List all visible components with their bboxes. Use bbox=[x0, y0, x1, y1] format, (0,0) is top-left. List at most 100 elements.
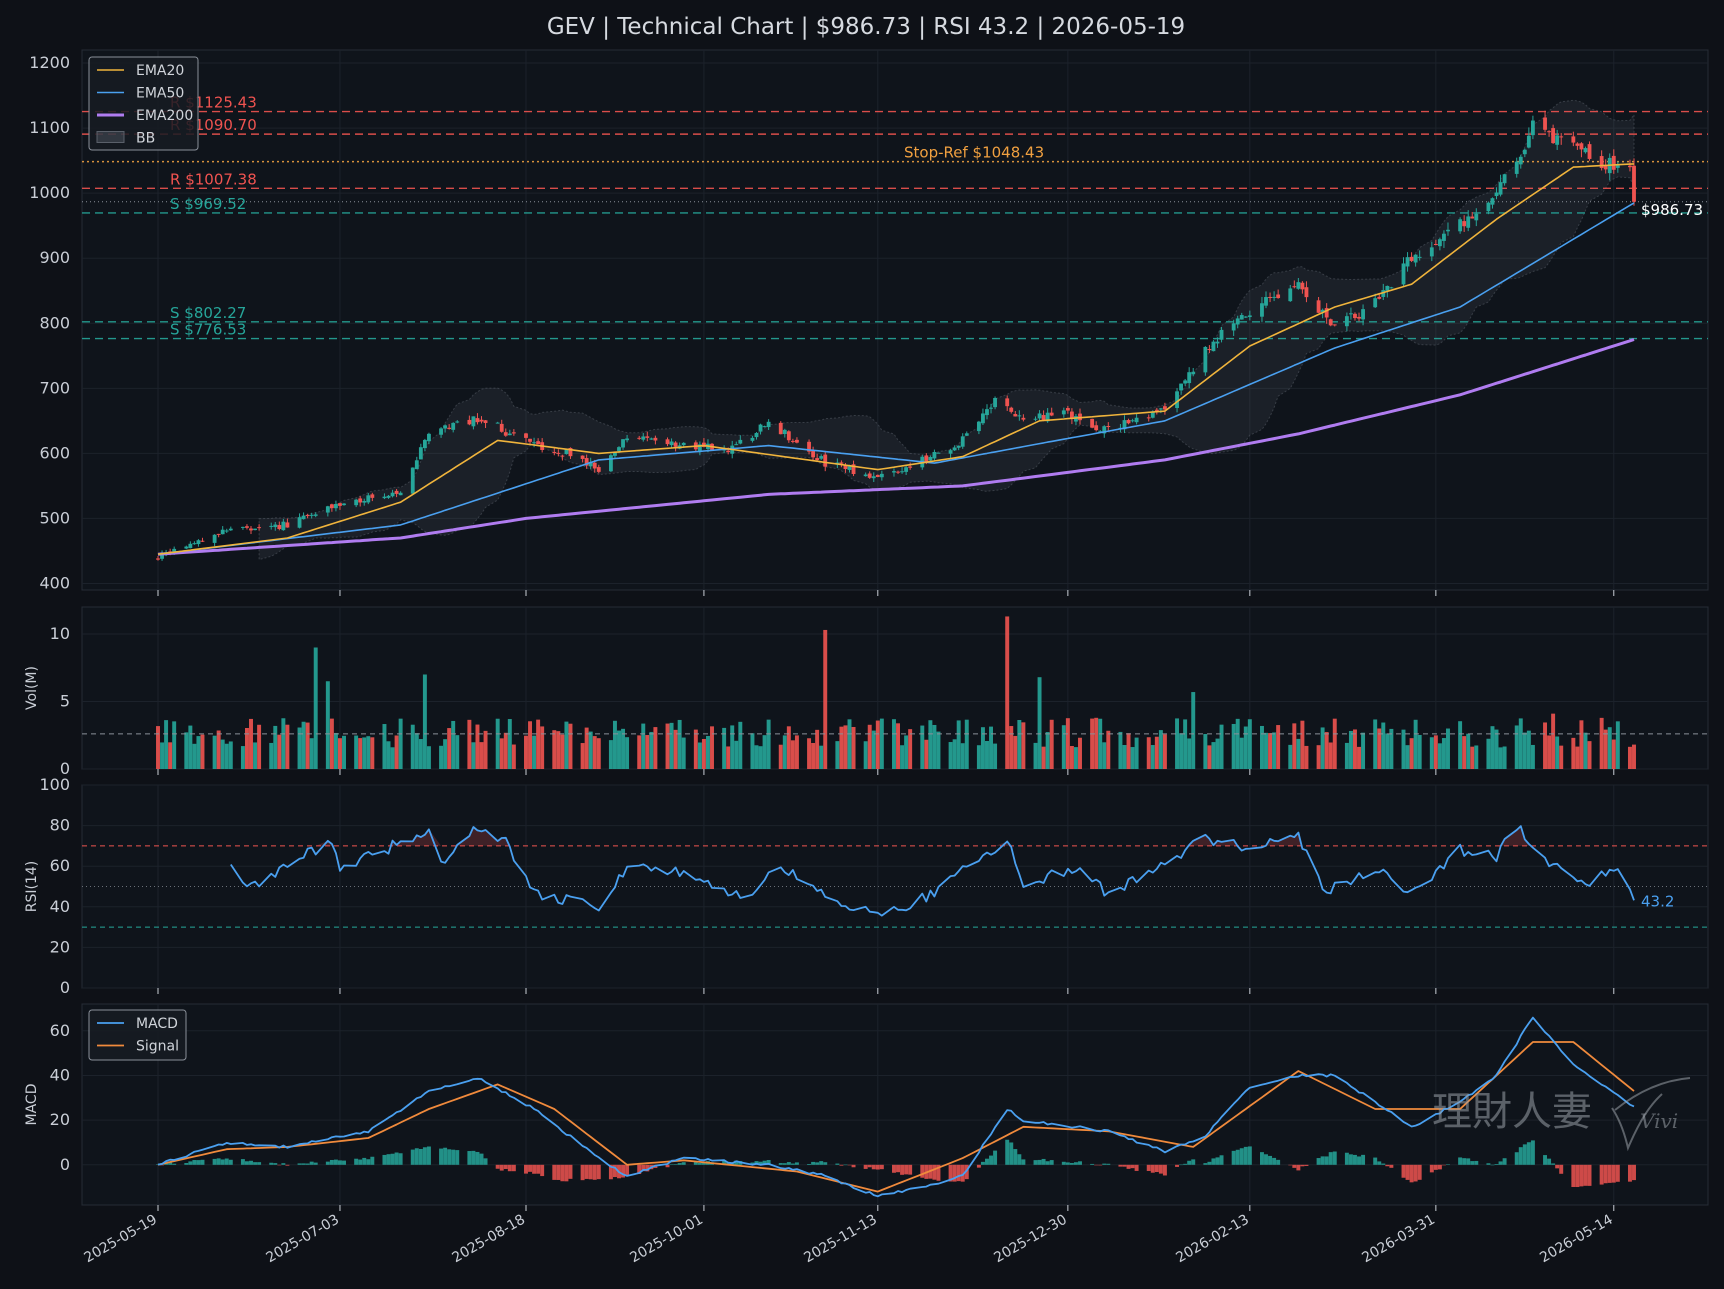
macd-histogram-bar bbox=[645, 1164, 650, 1172]
volume-bar bbox=[1013, 735, 1018, 769]
volume-bar bbox=[778, 744, 783, 769]
macd-histogram-bar bbox=[1069, 1162, 1074, 1165]
macd-histogram-bar bbox=[297, 1163, 302, 1165]
volume-bar bbox=[989, 726, 994, 769]
macd-line bbox=[157, 1016, 1635, 1198]
macd-histogram-bar bbox=[1207, 1161, 1212, 1165]
candle-body bbox=[936, 452, 941, 454]
macd-histogram-bar bbox=[867, 1164, 872, 1168]
watermark-script: Vivi bbox=[1640, 1109, 1678, 1133]
candle-body bbox=[309, 514, 314, 516]
volume-bar bbox=[1069, 746, 1074, 769]
price-y-tick-label: 600 bbox=[39, 443, 70, 462]
volume-bar bbox=[366, 736, 371, 769]
macd-histogram-bar bbox=[1126, 1164, 1131, 1169]
candle-body bbox=[762, 426, 767, 428]
volume-bar bbox=[839, 726, 844, 769]
price-y-tick-label: 500 bbox=[39, 508, 70, 527]
volume-bar bbox=[269, 742, 274, 769]
volume-bar bbox=[1098, 718, 1103, 769]
candle-body bbox=[483, 420, 488, 424]
candle-body bbox=[1357, 316, 1361, 319]
macd-histogram-bar bbox=[1559, 1164, 1564, 1174]
volume-bar bbox=[1611, 739, 1616, 769]
volume-bar bbox=[410, 724, 415, 769]
macd-histogram-bar bbox=[1009, 1142, 1014, 1165]
macd-histogram-bar bbox=[1437, 1164, 1442, 1170]
candle-body bbox=[1575, 143, 1580, 146]
candle-body bbox=[192, 543, 197, 545]
legend-label-bb: BB bbox=[136, 131, 155, 147]
candle-body bbox=[334, 503, 338, 509]
macd-histogram-bar bbox=[1433, 1164, 1438, 1170]
volume-bar bbox=[1146, 737, 1151, 769]
candle-body bbox=[1599, 156, 1604, 168]
candle-body bbox=[1474, 213, 1479, 221]
candle-body bbox=[1413, 254, 1418, 263]
volume-bar bbox=[871, 730, 876, 769]
volume-bar bbox=[390, 747, 395, 769]
volume-bar bbox=[455, 735, 460, 769]
candle-body bbox=[608, 455, 613, 472]
volume-bar bbox=[1381, 722, 1386, 769]
volume-bar bbox=[1417, 734, 1422, 769]
macd-histogram-bar bbox=[257, 1162, 262, 1165]
macd-histogram-bar bbox=[540, 1164, 545, 1177]
candle-body bbox=[596, 467, 601, 472]
candle-body bbox=[1486, 202, 1491, 212]
candle-body bbox=[960, 436, 965, 447]
candle-body bbox=[1401, 263, 1406, 285]
volume-bar bbox=[1316, 745, 1321, 769]
candle-body bbox=[564, 448, 569, 455]
level-label-support: S $776.53 bbox=[170, 321, 246, 339]
volume-bar bbox=[782, 735, 787, 769]
macd-histogram-bar bbox=[1183, 1163, 1188, 1165]
macd-histogram-bar bbox=[976, 1164, 981, 1168]
macd-histogram-bar bbox=[212, 1158, 217, 1165]
volume-bar bbox=[1389, 728, 1394, 769]
volume-bar bbox=[677, 719, 682, 769]
volume-bar bbox=[325, 681, 330, 769]
candle-body bbox=[1130, 420, 1135, 422]
volume-bar bbox=[249, 718, 253, 769]
volume-bar bbox=[1009, 726, 1014, 769]
volume-bar bbox=[960, 743, 965, 769]
candle-body bbox=[1090, 418, 1095, 428]
candle-body bbox=[1349, 313, 1353, 315]
volume-bar bbox=[1353, 729, 1357, 769]
volume-bar bbox=[1276, 725, 1281, 769]
volume-bar bbox=[568, 723, 573, 769]
candle-body bbox=[200, 540, 205, 542]
volume-bar bbox=[835, 741, 840, 769]
candle-body bbox=[297, 517, 302, 528]
macd-histogram-bar bbox=[956, 1164, 961, 1182]
macd-histogram-bar bbox=[1575, 1164, 1580, 1188]
macd-histogram-bar bbox=[305, 1163, 310, 1165]
volume-bar bbox=[1458, 721, 1463, 769]
macd-histogram-bar bbox=[1405, 1164, 1410, 1180]
candle-body bbox=[1231, 323, 1236, 331]
volume-bar bbox=[305, 722, 310, 769]
macd-histogram-bar bbox=[1203, 1163, 1208, 1165]
candle-body bbox=[981, 413, 985, 424]
candle-body bbox=[451, 422, 456, 430]
volume-bar bbox=[867, 724, 872, 769]
volume-bar bbox=[1603, 729, 1608, 769]
volume-bar bbox=[1005, 616, 1010, 769]
volume-bar bbox=[418, 739, 423, 769]
macd-histogram-bar bbox=[358, 1159, 363, 1165]
macd-histogram-bar bbox=[985, 1158, 989, 1165]
volume-bar bbox=[1405, 745, 1410, 769]
volume-bar bbox=[693, 729, 698, 769]
volume-bar bbox=[285, 724, 290, 769]
volume-bar bbox=[1106, 730, 1111, 769]
candle-body bbox=[1547, 131, 1551, 133]
candle-body bbox=[1442, 233, 1446, 241]
volume-bar bbox=[697, 742, 702, 769]
candle-body bbox=[1106, 426, 1111, 428]
candle-body bbox=[653, 437, 658, 441]
macd-histogram-bar bbox=[1543, 1155, 1548, 1165]
volume-bar bbox=[309, 738, 314, 769]
macd-histogram-bar bbox=[989, 1155, 994, 1165]
